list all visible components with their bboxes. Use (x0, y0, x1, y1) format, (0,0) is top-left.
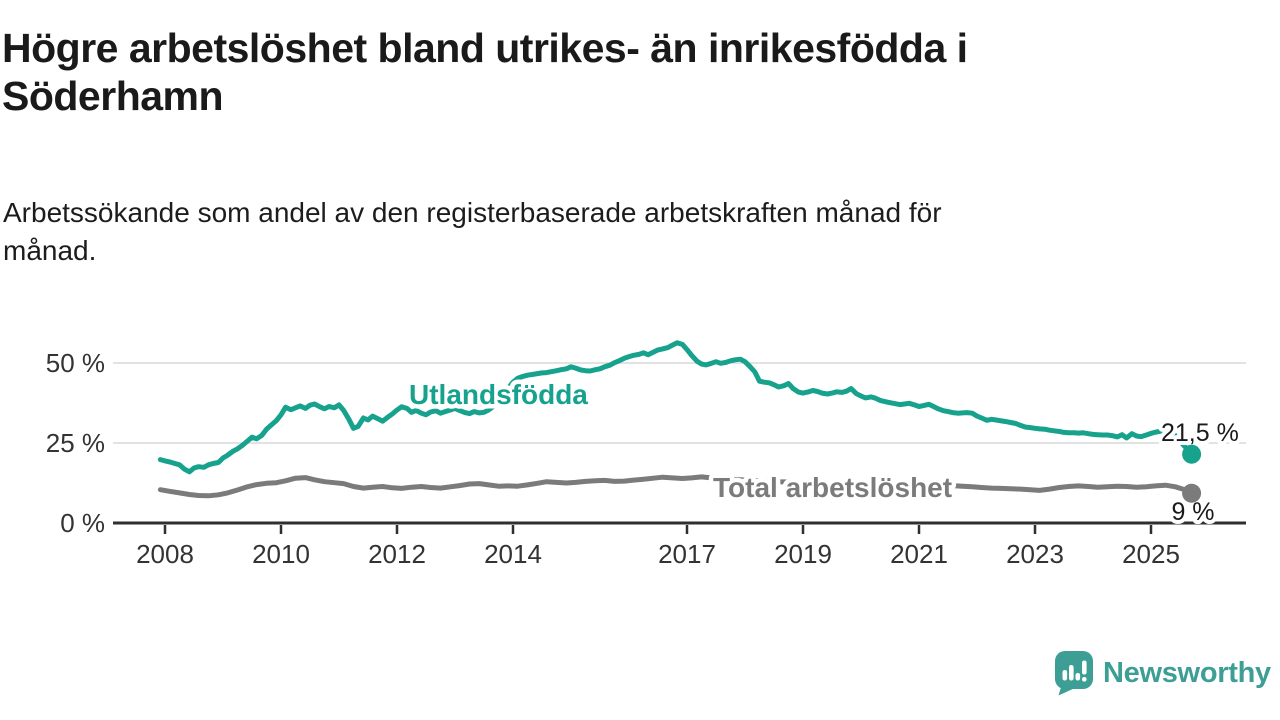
y-axis-labels: 0 % 25 % 50 % (46, 348, 105, 538)
x-tick-label: 2023 (1006, 539, 1064, 569)
end-dots (1182, 444, 1202, 503)
x-tick-label: 2025 (1122, 539, 1180, 569)
end-dot-total (1182, 483, 1202, 503)
newsworthy-logo: Newsworthy (1054, 650, 1271, 697)
chart-subtitle: Arbetssökande som andel av den registerb… (3, 194, 1203, 270)
x-tick-label: 2012 (368, 539, 426, 569)
x-tick-label: 2017 (658, 539, 716, 569)
y-tick-label: 0 % (60, 508, 105, 538)
series-label-total-arbetsloshet: Total arbetslöshet (713, 472, 952, 503)
end-value-label-utlandsfodda: 21,5 % (1161, 419, 1239, 447)
chart-subtitle-line2: månad. (3, 235, 97, 266)
x-tick-label: 2010 (252, 539, 310, 569)
page-title-line2: Söderhamn (2, 73, 224, 119)
chart-subtitle-line1: Arbetssökande som andel av den registerb… (3, 197, 942, 228)
end-dot-utlandsfodda (1182, 444, 1202, 464)
end-value-label-total: 9 % (1171, 498, 1214, 526)
series-line-utlandsfodda (157, 340, 1195, 475)
page-title: Högre arbetslöshet bland utrikes- än inr… (2, 24, 1172, 120)
newsworthy-logo-icon (1055, 651, 1093, 696)
x-tick-label: 2019 (774, 539, 832, 569)
x-tick-label: 2008 (136, 539, 194, 569)
series-lines (157, 340, 1195, 499)
x-tick-label: 2021 (890, 539, 948, 569)
page-title-line1: Högre arbetslöshet bland utrikes- än inr… (2, 25, 968, 71)
y-tick-label: 50 % (46, 348, 105, 378)
gridlines (113, 362, 1246, 444)
x-axis: 2008 2010 2012 2014 2017 2019 2021 2023 2025 (113, 521, 1246, 569)
newsworthy-wordmark: Newsworthy (1103, 657, 1271, 689)
series-line-total-arbetsloshet (157, 474, 1195, 499)
y-tick-label: 25 % (46, 428, 105, 458)
x-tick-label: 2014 (484, 539, 542, 569)
series-label-utlandsfodda: Utlandsfödda (409, 379, 588, 410)
